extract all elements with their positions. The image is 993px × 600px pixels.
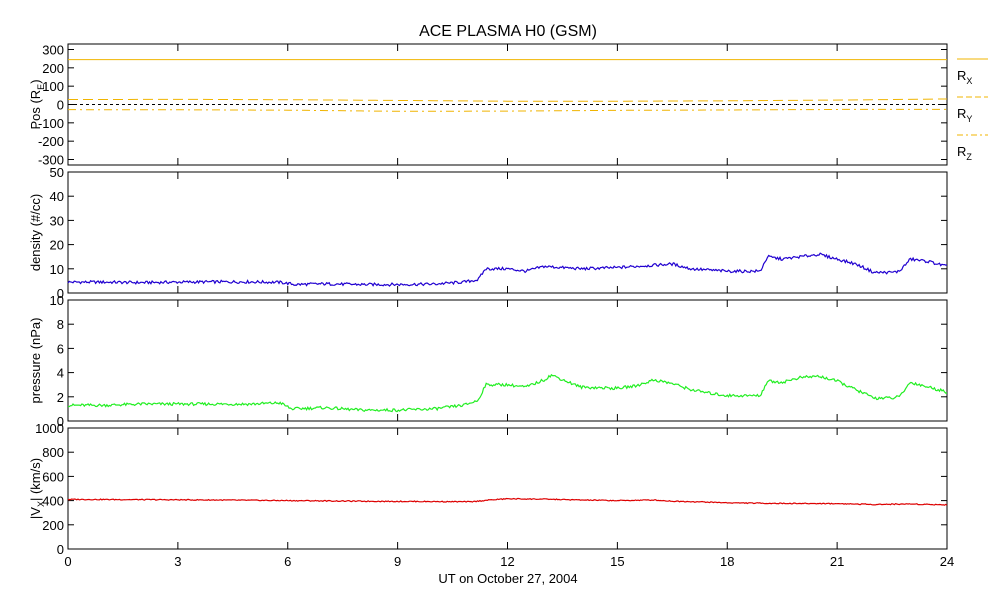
series-line <box>67 108 947 112</box>
series-line <box>68 98 948 102</box>
y-tick-label: 4 <box>57 366 64 381</box>
y-tick-label: 600 <box>42 469 64 484</box>
y-tick-label: 20 <box>50 238 64 253</box>
x-tick-label: 6 <box>284 554 291 569</box>
x-axis-title: UT on October 27, 2004 <box>438 571 577 586</box>
series-line <box>67 373 947 413</box>
y-tick-label: 10 <box>50 293 64 308</box>
x-tick-label: 21 <box>830 554 844 569</box>
panel-3: 10 8 6 4 2 0 pressure (nPa) <box>28 293 948 429</box>
y-tick-label: 10 <box>50 262 64 277</box>
legend-label: RX <box>957 68 972 86</box>
y-tick-label: 6 <box>57 341 64 356</box>
y-tick-label: 200 <box>42 61 64 76</box>
y-tick-label: 0 <box>57 98 64 113</box>
y-tick-label: -300 <box>38 153 64 168</box>
y-tick-label: 200 <box>42 518 64 533</box>
y-tick-label: 30 <box>50 213 64 228</box>
y-tick-label: -200 <box>38 134 64 149</box>
x-tick-label: 15 <box>610 554 624 569</box>
x-tick-label: 24 <box>940 554 954 569</box>
series-line <box>67 252 948 287</box>
x-tick-label: 3 <box>174 554 181 569</box>
panel-frame <box>67 171 948 294</box>
x-tick-label: 18 <box>720 554 734 569</box>
y-tick-label: 0 <box>57 414 64 429</box>
y-axis-title: density (#/cc) <box>28 194 43 271</box>
panel-frame <box>67 427 948 550</box>
y-tick-label: 800 <box>42 445 64 460</box>
panel-2: 50 40 30 20 10 0 density (#/cc) <box>28 165 948 301</box>
y-tick-label: 0 <box>57 286 64 301</box>
y-tick-label: 100 <box>42 79 64 94</box>
y-tick-label: -100 <box>38 116 64 131</box>
chart-title: ACE PLASMA H0 (GSM) <box>419 23 597 40</box>
y-tick-label: 40 <box>50 189 64 204</box>
y-axis-title: pressure (nPa) <box>28 318 43 404</box>
legend-label: RZ <box>957 144 972 162</box>
y-tick-label: 0 <box>57 542 64 557</box>
legend-label: RY <box>957 106 972 124</box>
y-tick-label: 1000 <box>35 421 64 436</box>
panel-1: 300 200 100 0 -100 -200 -300 Pos (RE) RX RY RZ <box>28 43 988 168</box>
series-line <box>67 497 948 506</box>
y-axis-title: Pos (RE) <box>28 79 46 129</box>
x-tick-label: 0 <box>64 554 71 569</box>
y-tick-label: 400 <box>42 494 64 509</box>
y-tick-label: 2 <box>57 390 64 405</box>
y-axis-title: |VX| (km/s) <box>28 458 46 519</box>
x-tick-label: 9 <box>394 554 401 569</box>
panel-4: 1000 800 600 400 200 0 |VX| (km/s) 0 3 6 9 12 15 18 21… <box>28 421 954 569</box>
x-tick-label: 12 <box>500 554 514 569</box>
y-tick-label: 50 <box>50 165 64 180</box>
y-tick-label: 300 <box>42 43 64 58</box>
y-tick-label: 8 <box>57 317 64 332</box>
